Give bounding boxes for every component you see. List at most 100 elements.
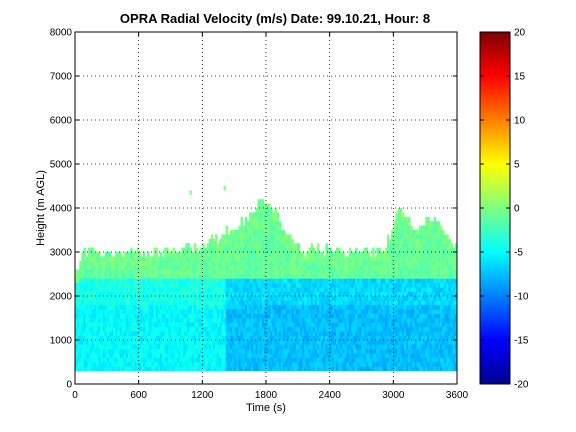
- velocity-cell: [174, 252, 178, 257]
- velocity-cell: [412, 344, 415, 350]
- velocity-cell: [85, 340, 89, 345]
- velocity-cell: [357, 300, 360, 306]
- velocity-cell: [310, 265, 313, 270]
- velocity-cell: [327, 331, 330, 336]
- velocity-cell: [282, 331, 286, 336]
- velocity-cell: [130, 335, 133, 341]
- velocity-cell: [282, 326, 286, 332]
- velocity-cell: [401, 335, 405, 341]
- velocity-cell: [168, 340, 171, 345]
- velocity-cell: [316, 340, 320, 345]
- velocity-cell: [77, 296, 80, 301]
- velocity-cell: [289, 313, 292, 319]
- velocity-cell: [342, 291, 345, 297]
- velocity-cell: [77, 348, 80, 354]
- velocity-cell: [183, 269, 186, 275]
- velocity-cell: [408, 243, 411, 248]
- velocity-cell: [225, 362, 229, 367]
- velocity-cell: [79, 322, 82, 328]
- velocity-cell: [372, 247, 375, 253]
- velocity-cell: [312, 291, 316, 297]
- velocity-cell: [168, 331, 171, 336]
- velocity-cell: [89, 309, 93, 314]
- velocity-cell: [138, 331, 142, 336]
- velocity-cell: [242, 322, 246, 328]
- velocity-cell: [149, 304, 152, 310]
- velocity-cell: [325, 260, 328, 266]
- velocity-cell: [91, 291, 95, 297]
- velocity-cell: [285, 348, 288, 354]
- velocity-cell: [289, 269, 292, 275]
- velocity-cell: [162, 291, 165, 297]
- velocity-cell: [98, 260, 101, 266]
- velocity-cell: [164, 296, 167, 301]
- velocity-cell: [115, 300, 118, 306]
- velocity-cell: [274, 282, 277, 288]
- velocity-cell: [244, 256, 248, 262]
- velocity-cell: [157, 300, 161, 306]
- velocity-cell: [261, 256, 265, 262]
- velocity-cell: [289, 335, 292, 341]
- velocity-cell: [344, 331, 347, 336]
- velocity-cell: [142, 357, 146, 363]
- velocity-cell: [348, 274, 352, 279]
- velocity-cell: [117, 331, 120, 336]
- velocity-cell: [412, 335, 415, 341]
- velocity-cell: [325, 300, 328, 306]
- velocity-cell: [323, 353, 326, 358]
- velocity-cell: [215, 335, 218, 341]
- velocity-cell: [253, 309, 256, 314]
- velocity-cell: [282, 309, 286, 314]
- velocity-cell: [418, 282, 422, 288]
- velocity-cell: [219, 344, 222, 350]
- velocity-cell: [429, 247, 432, 253]
- velocity-cell: [185, 247, 188, 253]
- velocity-cell: [346, 304, 350, 310]
- velocity-cell: [348, 348, 352, 354]
- velocity-cell: [397, 208, 400, 213]
- velocity-cell: [204, 256, 207, 262]
- velocity-cell: [94, 366, 97, 372]
- velocity-cell: [128, 348, 131, 354]
- velocity-cell: [429, 326, 432, 332]
- velocity-cell: [145, 296, 148, 301]
- velocity-cell: [363, 278, 367, 284]
- velocity-cell: [401, 331, 405, 336]
- velocity-cell: [327, 340, 330, 345]
- velocity-cell: [115, 348, 118, 354]
- velocity-cell: [393, 353, 396, 358]
- velocity-cell: [85, 256, 89, 262]
- velocity-cell: [325, 282, 328, 288]
- velocity-cell: [181, 326, 184, 332]
- velocity-cell: [306, 322, 309, 328]
- velocity-cell: [166, 340, 169, 345]
- velocity-cell: [348, 256, 352, 262]
- velocity-cell: [299, 366, 303, 372]
- velocity-cell: [403, 269, 407, 275]
- velocity-cell: [244, 326, 248, 332]
- velocity-cell: [125, 335, 129, 341]
- velocity-cell: [272, 362, 275, 367]
- velocity-cell: [261, 203, 265, 209]
- velocity-cell: [159, 252, 163, 257]
- velocity-cell: [278, 331, 282, 336]
- velocity-cell: [376, 318, 379, 323]
- velocity-cell: [195, 313, 199, 319]
- velocity-cell: [130, 344, 133, 350]
- velocity-cell: [418, 225, 422, 231]
- velocity-cell: [244, 243, 248, 248]
- velocity-cell: [102, 340, 106, 345]
- velocity-cell: [83, 274, 86, 279]
- velocity-cell: [410, 318, 413, 323]
- velocity-cell: [210, 269, 214, 275]
- velocity-cell: [278, 291, 282, 297]
- velocity-cell: [145, 344, 148, 350]
- velocity-cell: [253, 278, 256, 284]
- velocity-cell: [314, 362, 318, 367]
- velocity-cell: [225, 252, 229, 257]
- velocity-cell: [268, 344, 271, 350]
- velocity-cell: [403, 335, 407, 341]
- velocity-cell: [157, 366, 161, 372]
- velocity-cell: [369, 265, 373, 270]
- velocity-cell: [355, 247, 358, 253]
